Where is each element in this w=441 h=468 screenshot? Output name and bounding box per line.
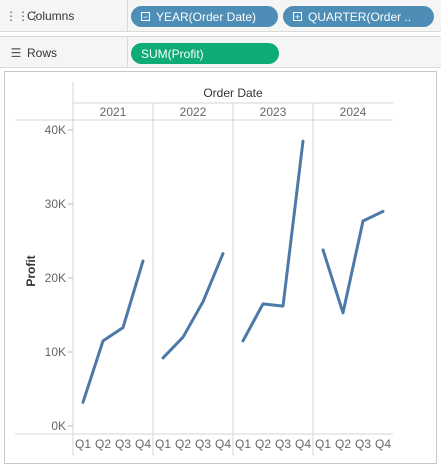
data-point-2023-Q2[interactable] — [260, 301, 266, 307]
year-header-2024: 2024 — [340, 105, 367, 119]
profit-line-2024[interactable] — [321, 209, 385, 315]
data-point-2022-Q2[interactable] — [180, 334, 186, 340]
y-tick-label: 40K — [45, 123, 66, 137]
data-point-2021-Q2[interactable] — [100, 338, 106, 344]
year-header-2022: 2022 — [180, 105, 207, 119]
quarter-order-date-pill[interactable]: + QUARTER(Order .. — [283, 6, 434, 27]
rows-icon: ☰ — [10, 45, 22, 60]
data-point-2024-Q2[interactable] — [340, 310, 346, 316]
data-point-2022-Q1[interactable] — [160, 355, 166, 361]
data-point-2024-Q3[interactable] — [360, 218, 366, 224]
y-tick-label: 30K — [45, 197, 66, 211]
quarter-label-2024-Q2: Q2 — [335, 437, 351, 451]
profit-line-2023[interactable] — [241, 139, 305, 343]
quarter-label-2021-Q3: Q3 — [115, 437, 131, 451]
quarter-label-2024-Q4: Q4 — [375, 437, 391, 451]
year-header-2023: 2023 — [260, 105, 287, 119]
quarter-label-2023-Q2: Q2 — [255, 437, 271, 451]
columns-label: Columns — [27, 8, 75, 23]
year-order-date-pill-label: YEAR(Order Date) — [156, 9, 257, 24]
data-point-2023-Q3[interactable] — [280, 303, 286, 309]
data-point-2023-Q1[interactable] — [240, 338, 246, 344]
data-point-2022-Q4[interactable] — [220, 251, 226, 257]
collapse-minus-icon[interactable]: − — [141, 12, 150, 22]
quarter-label-2023-Q4: Q4 — [295, 437, 311, 451]
year-order-date-pill[interactable]: − YEAR(Order Date) — [131, 6, 278, 27]
y-tick-label: 10K — [45, 345, 66, 359]
rows-label: Rows — [27, 45, 58, 60]
columns-shelf-label: ⋮⋮⋮ Columns — [0, 0, 128, 31]
data-point-2024-Q4[interactable] — [380, 208, 386, 214]
quarter-label-2024-Q1: Q1 — [315, 437, 331, 451]
profit-line-2022[interactable] — [161, 252, 225, 360]
quarter-label-2024-Q3: Q3 — [355, 437, 371, 451]
quarter-label-2023-Q1: Q1 — [235, 437, 251, 451]
quarter-label-2022-Q2: Q2 — [175, 437, 191, 451]
sum-profit-pill-label: SUM(Profit) — [141, 46, 204, 61]
data-point-2021-Q4[interactable] — [140, 258, 146, 264]
year-header-2021: 2021 — [100, 105, 127, 119]
quarter-label-2021-Q1: Q1 — [75, 437, 91, 451]
quarter-label-2022-Q1: Q1 — [155, 437, 171, 451]
y-tick-label: 0K — [51, 419, 66, 433]
expand-plus-icon[interactable]: + — [293, 12, 302, 22]
viz-frame — [4, 71, 437, 464]
rows-shelf-label: ☰ Rows — [0, 37, 128, 68]
profit-line-2021[interactable] — [81, 259, 145, 404]
quarter-label-2023-Q3: Q3 — [275, 437, 291, 451]
quarter-order-date-pill-label: QUARTER(Order .. — [308, 9, 412, 24]
quarter-label-2021-Q2: Q2 — [95, 437, 111, 451]
data-point-2024-Q1[interactable] — [320, 247, 326, 253]
data-point-2021-Q3[interactable] — [120, 325, 126, 331]
y-axis-label: Profit — [24, 255, 38, 286]
y-tick-label: 20K — [45, 271, 66, 285]
quarter-label-2022-Q3: Q3 — [195, 437, 211, 451]
quarter-label-2021-Q4: Q4 — [135, 437, 151, 451]
columns-shelf: ⋮⋮⋮ Columns − YEAR(Order Date) + QUARTER… — [0, 0, 441, 32]
data-point-2022-Q3[interactable] — [200, 299, 206, 305]
header-title: Order Date — [203, 86, 263, 100]
quarter-label-2022-Q4: Q4 — [215, 437, 231, 451]
data-point-2021-Q1[interactable] — [80, 399, 86, 405]
data-point-2023-Q4[interactable] — [300, 138, 306, 144]
rows-shelf: ☰ Rows SUM(Profit) — [0, 36, 441, 68]
sum-profit-pill[interactable]: SUM(Profit) — [131, 43, 279, 64]
